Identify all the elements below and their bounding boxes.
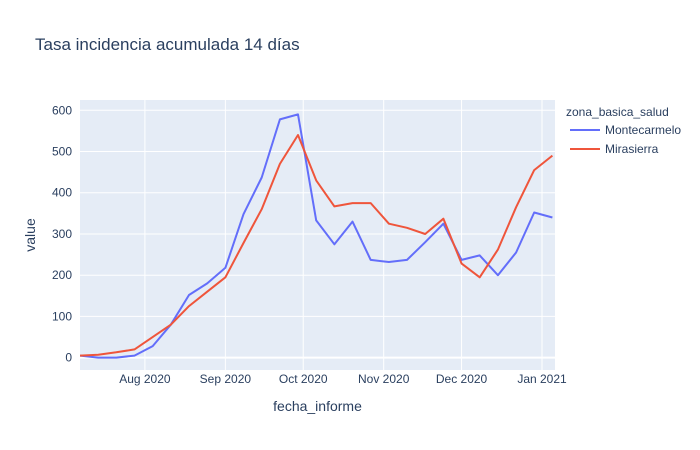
x-tick-label: Dec 2020 [436, 372, 488, 386]
series-line-mirasierra [80, 134, 554, 357]
y-tick-label: 0 [65, 351, 72, 365]
plot-background [80, 100, 555, 370]
x-axis-ticks: Aug 2020 Sep 2020 Oct 2020 Nov 2020 Dec 2020… [119, 372, 567, 386]
y-tick-label: 200 [52, 268, 72, 282]
y-axis-ticks: 0 100 200 300 400 500 600 [52, 103, 72, 364]
legend: zona_basica_salud Montecarmelo Mirasierra [566, 105, 681, 156]
grid [80, 100, 555, 370]
x-tick-label: Jan 2021 [517, 372, 567, 386]
chart-title: Tasa incidencia acumulada 14 días [35, 35, 300, 54]
x-tick-label: Nov 2020 [358, 372, 410, 386]
series-layer [80, 113, 554, 359]
series-line-montecarmelo [80, 113, 553, 359]
legend-label: Mirasierra [605, 142, 659, 156]
y-tick-label: 300 [52, 227, 72, 241]
legend-title: zona_basica_salud [566, 105, 669, 119]
legend-items: Montecarmelo Mirasierra [570, 123, 681, 156]
x-tick-label: Oct 2020 [279, 372, 328, 386]
y-tick-label: 100 [52, 309, 72, 323]
x-axis-title: fecha_informe [273, 398, 362, 414]
y-tick-label: 400 [52, 186, 72, 200]
x-tick-label: Sep 2020 [200, 372, 252, 386]
y-tick-label: 500 [52, 145, 72, 159]
x-tick-label: Aug 2020 [119, 372, 171, 386]
y-tick-label: 600 [52, 103, 72, 117]
y-axis-title: value [22, 218, 38, 252]
legend-label: Montecarmelo [605, 123, 681, 137]
